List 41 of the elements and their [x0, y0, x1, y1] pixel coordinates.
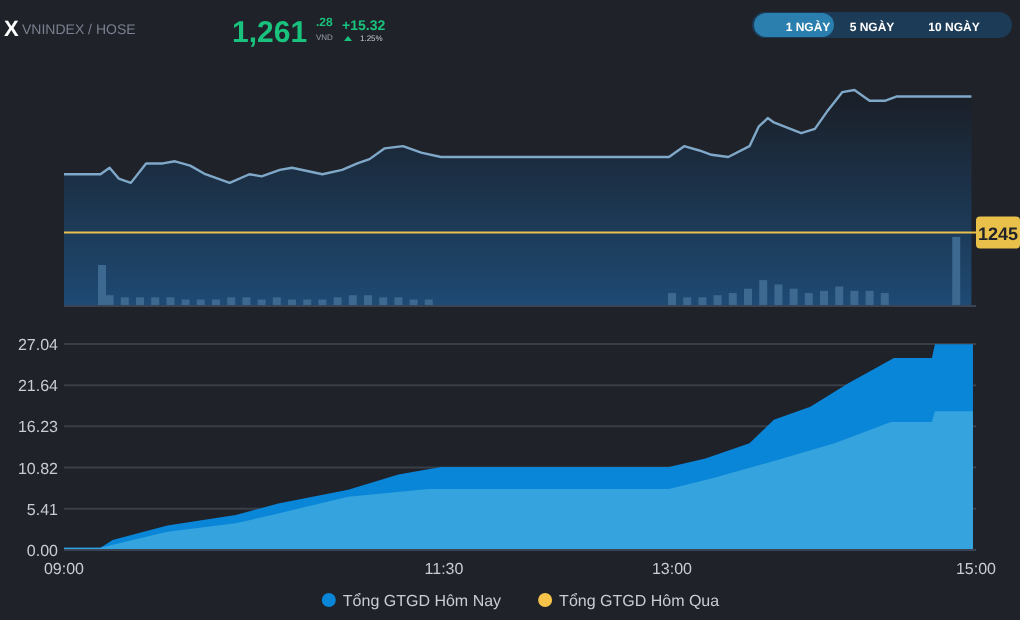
bar	[394, 297, 403, 306]
x-tick-label: 09:00	[43, 560, 86, 578]
bar	[774, 284, 783, 306]
bar	[820, 290, 828, 306]
bar	[227, 297, 236, 306]
bar	[120, 297, 129, 306]
chart-title: X	[4, 18, 20, 42]
bar	[348, 295, 357, 306]
bar	[952, 236, 961, 306]
bar	[880, 293, 889, 306]
bar	[865, 290, 874, 306]
x-tick-label: 11:30	[424, 560, 465, 578]
text: 1245	[977, 223, 1019, 244]
legend-label: Tổng GTGD Hôm Nay	[342, 592, 502, 610]
bar	[272, 297, 281, 306]
bar	[728, 293, 737, 306]
bar	[683, 297, 692, 306]
legend-label: Tổng GTGD Hôm Qua	[559, 592, 721, 610]
y-tick-label: 16.23	[17, 418, 60, 437]
y-tick-label: 10.82	[17, 459, 60, 478]
bar	[835, 286, 844, 306]
bar	[698, 297, 707, 306]
bar	[242, 297, 251, 306]
y-tick-label: 27.04	[17, 336, 60, 354]
text: 1,261	[232, 16, 308, 50]
x-tick-label: 13:00	[651, 560, 694, 578]
bar	[151, 297, 160, 306]
bar	[166, 297, 175, 306]
bar	[804, 293, 813, 306]
bar	[850, 290, 859, 306]
x-tick-label: 15:00	[955, 560, 998, 578]
bar	[759, 280, 768, 306]
bar	[333, 297, 342, 306]
bar	[379, 297, 388, 306]
bar	[713, 295, 722, 306]
bar	[98, 264, 106, 306]
y-tick-label: 0.00	[26, 542, 60, 560]
bar	[744, 288, 752, 306]
y-tick-label: 21.64	[17, 377, 60, 396]
y-tick-label: 5.41	[26, 500, 60, 519]
bar	[789, 288, 798, 306]
